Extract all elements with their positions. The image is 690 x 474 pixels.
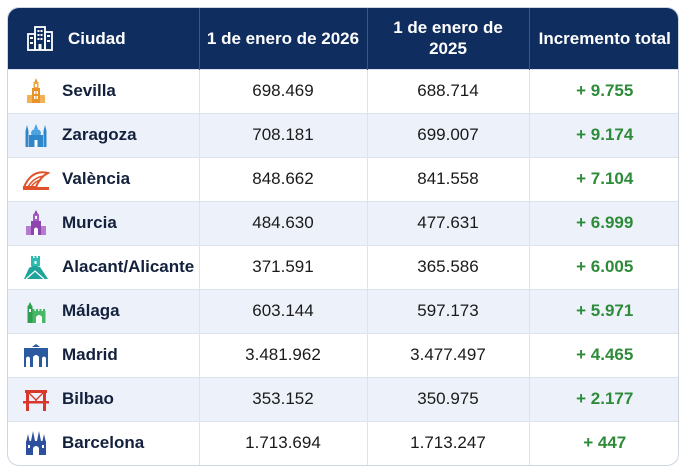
city-name: Barcelona: [62, 433, 145, 453]
table-row: Murcia 484.630 477.631 + 6.999: [8, 200, 678, 245]
population-2025: 688.714: [367, 68, 530, 113]
castle-hill-icon: [24, 256, 48, 280]
city-cell: València: [8, 156, 200, 201]
population-2025: 477.631: [367, 200, 530, 245]
puerta-alcala-icon: [24, 344, 48, 367]
increase-value: + 6.999: [529, 200, 678, 245]
population-2026: 371.591: [199, 244, 368, 289]
city-name: Madrid: [62, 345, 118, 364]
population-2025: 699.007: [367, 112, 530, 157]
city-cell: Zaragoza: [8, 112, 200, 157]
population-2026: 698.469: [199, 68, 368, 113]
increase-value: + 9.174: [529, 112, 678, 157]
population-2025: 841.558: [367, 156, 530, 201]
population-2025: 365.586: [367, 244, 530, 289]
table-header-row: Ciudad 1 de enero de 2026 1 de enero de …: [8, 8, 678, 69]
table-row: Alacant/Alicante 371.591 365.586 + 6.005: [8, 244, 678, 289]
buildings-icon: [27, 26, 53, 52]
increase-value: + 447: [529, 420, 678, 465]
population-table-card: Ciudad 1 de enero de 2026 1 de enero de …: [7, 7, 679, 466]
table-row: València 848.662 841.558 + 7.104: [8, 156, 678, 201]
table-row: Málaga 603.144 597.173 + 5.971: [8, 288, 678, 333]
population-2026: 848.662: [199, 156, 368, 201]
increase-value: + 4.465: [529, 332, 678, 377]
column-header-2026: 1 de enero de 2026: [199, 8, 368, 69]
population-2025: 350.975: [367, 376, 530, 421]
increase-value: + 6.005: [529, 244, 678, 289]
table-row: Bilbao 353.152 350.975 + 2.177: [8, 376, 678, 421]
population-2026: 353.152: [199, 376, 368, 421]
city-name: Alacant/Alicante: [62, 257, 195, 276]
population-2025: 1.713.247: [367, 420, 530, 465]
city-cell: Alacant/Alicante: [8, 244, 200, 289]
city-cell: Málaga: [8, 288, 200, 333]
increase-value: + 9.755: [529, 68, 678, 113]
table-row: Barcelona 1.713.694 1.713.247 + 447: [8, 420, 678, 465]
cathedral-tower-icon: [26, 210, 46, 235]
arts-sciences-icon: [22, 171, 50, 190]
bridge-icon: [23, 390, 49, 411]
table-row: Madrid 3.481.962 3.477.497 + 4.465: [8, 332, 678, 377]
column-header-city-label: Ciudad: [68, 28, 126, 48]
pilar-basilica-icon: [25, 124, 47, 147]
column-header-2025: 1 de enero de 2025: [367, 8, 530, 69]
city-cell: Murcia: [8, 200, 200, 245]
city-cell: Sevilla: [8, 68, 200, 113]
city-cell: Bilbao: [8, 376, 200, 421]
column-header-increase: Incremento total: [538, 28, 671, 48]
population-2026: 1.713.694: [199, 420, 368, 465]
city-cell: Barcelona: [8, 420, 200, 465]
table-row: Zaragoza 708.181 699.007 + 9.174: [8, 112, 678, 157]
city-name: Málaga: [62, 301, 120, 320]
increase-value: + 2.177: [529, 376, 678, 421]
table-row: Sevilla 698.469 688.714 + 9.755: [8, 68, 678, 113]
city-name: Murcia: [62, 213, 117, 232]
increase-value: + 5.971: [529, 288, 678, 333]
city-cell: Madrid: [8, 332, 200, 377]
population-2025: 597.173: [367, 288, 530, 333]
city-name: Sevilla: [62, 81, 116, 100]
city-name: Bilbao: [62, 389, 114, 408]
population-table: Ciudad 1 de enero de 2026 1 de enero de …: [8, 8, 678, 465]
population-2026: 708.181: [199, 112, 368, 157]
column-header-city: Ciudad: [8, 8, 200, 69]
population-2026: 484.630: [199, 200, 368, 245]
alcazaba-icon: [27, 302, 46, 323]
increase-value: + 7.104: [529, 156, 678, 201]
city-name: València: [62, 169, 131, 188]
city-name: Zaragoza: [62, 125, 137, 144]
population-2025: 3.477.497: [367, 332, 530, 377]
sagrada-familia-icon: [26, 431, 46, 456]
population-2026: 603.144: [199, 288, 368, 333]
population-2026: 3.481.962: [199, 332, 368, 377]
giralda-tower-icon: [27, 78, 45, 103]
